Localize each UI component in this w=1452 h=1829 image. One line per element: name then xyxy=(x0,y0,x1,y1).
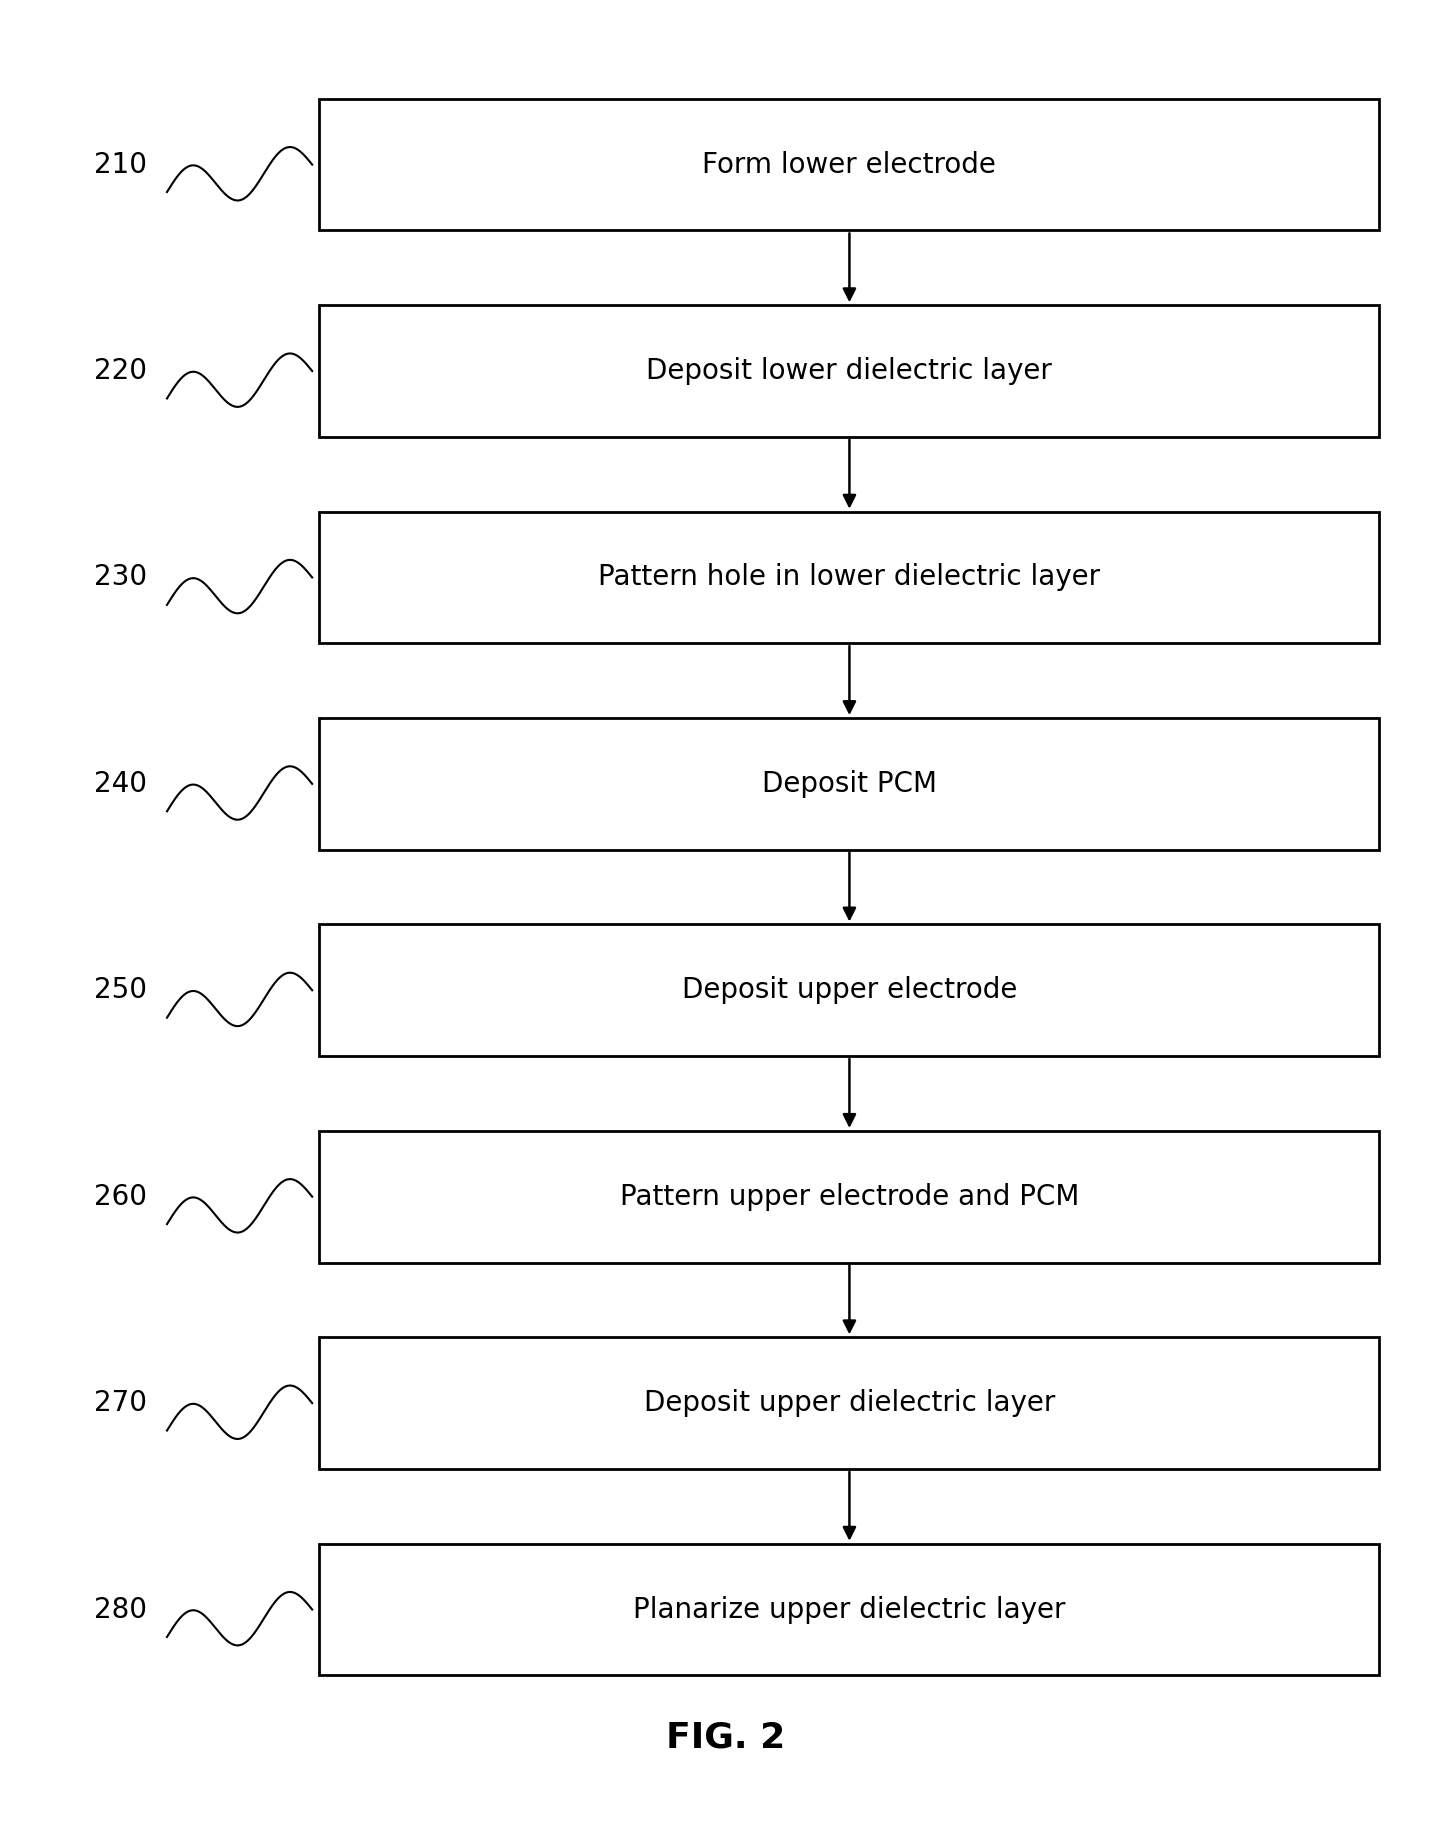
Text: Pattern upper electrode and PCM: Pattern upper electrode and PCM xyxy=(620,1183,1079,1211)
FancyBboxPatch shape xyxy=(319,719,1379,850)
Text: 250: 250 xyxy=(94,977,148,1004)
FancyBboxPatch shape xyxy=(319,305,1379,437)
Text: 270: 270 xyxy=(94,1388,148,1417)
Text: 220: 220 xyxy=(94,357,148,386)
Text: 280: 280 xyxy=(94,1595,148,1624)
Text: Pattern hole in lower dielectric layer: Pattern hole in lower dielectric layer xyxy=(598,563,1101,591)
Text: Form lower electrode: Form lower electrode xyxy=(703,150,996,179)
FancyBboxPatch shape xyxy=(319,924,1379,1055)
Text: 240: 240 xyxy=(94,770,148,797)
FancyBboxPatch shape xyxy=(319,1544,1379,1675)
Text: Deposit upper dielectric layer: Deposit upper dielectric layer xyxy=(643,1388,1056,1417)
Text: Planarize upper dielectric layer: Planarize upper dielectric layer xyxy=(633,1595,1066,1624)
FancyBboxPatch shape xyxy=(319,512,1379,644)
Text: Deposit upper electrode: Deposit upper electrode xyxy=(682,977,1016,1004)
Text: 230: 230 xyxy=(94,563,148,591)
Text: FIG. 2: FIG. 2 xyxy=(666,1721,786,1754)
FancyBboxPatch shape xyxy=(319,1130,1379,1262)
FancyBboxPatch shape xyxy=(319,99,1379,230)
Text: Deposit PCM: Deposit PCM xyxy=(762,770,937,797)
Text: Deposit lower dielectric layer: Deposit lower dielectric layer xyxy=(646,357,1053,386)
Text: 210: 210 xyxy=(94,150,148,179)
FancyBboxPatch shape xyxy=(319,1337,1379,1469)
Text: 260: 260 xyxy=(94,1183,148,1211)
